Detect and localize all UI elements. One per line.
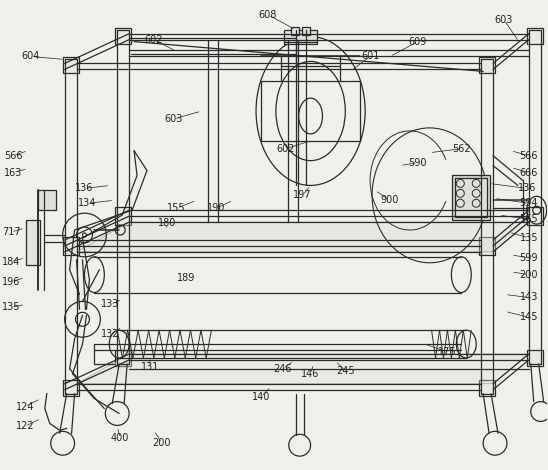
Text: 184: 184	[2, 257, 20, 267]
Text: 200: 200	[152, 438, 171, 448]
Text: 133: 133	[101, 299, 119, 309]
Text: 900: 900	[381, 196, 399, 205]
Text: 566: 566	[4, 151, 22, 161]
Text: 609: 609	[408, 37, 427, 47]
Polygon shape	[77, 354, 529, 384]
Text: 180: 180	[158, 218, 176, 228]
Text: 135: 135	[2, 302, 20, 313]
Bar	[301, 27, 310, 35]
Bar	[479, 57, 495, 73]
Bar	[455, 179, 487, 217]
Text: 246: 246	[273, 364, 292, 374]
Polygon shape	[77, 222, 529, 252]
Text: 163: 163	[4, 167, 22, 178]
Text: 143: 143	[520, 292, 538, 303]
Bar	[453, 175, 490, 220]
Text: 565: 565	[520, 214, 538, 224]
Bar	[527, 350, 543, 366]
Bar	[291, 27, 299, 35]
Text: 603: 603	[495, 15, 513, 25]
Text: 602: 602	[277, 144, 295, 154]
Text: 134: 134	[78, 198, 96, 208]
Bar	[115, 28, 131, 44]
Bar	[62, 57, 78, 73]
Text: 140: 140	[252, 392, 270, 402]
Text: 131: 131	[141, 362, 159, 372]
Text: 590: 590	[408, 157, 427, 168]
Text: 608: 608	[259, 10, 277, 20]
Text: 155: 155	[167, 203, 186, 213]
Text: 603: 603	[164, 114, 183, 124]
Bar	[26, 220, 40, 265]
Text: 196: 196	[2, 277, 20, 287]
Text: 189: 189	[178, 273, 196, 282]
Text: 601: 601	[361, 52, 379, 62]
Text: 136: 136	[75, 183, 94, 193]
Text: 602: 602	[145, 35, 163, 45]
Text: 132: 132	[101, 329, 119, 339]
Text: 666: 666	[520, 167, 538, 178]
Text: 599: 599	[520, 253, 538, 263]
Text: 200: 200	[520, 270, 538, 280]
Text: 604: 604	[22, 52, 40, 62]
Text: 197: 197	[293, 190, 312, 200]
Text: 146: 146	[301, 369, 320, 379]
Bar	[115, 350, 131, 366]
Text: 145: 145	[520, 312, 538, 322]
Bar	[38, 190, 56, 210]
Text: 175: 175	[438, 347, 456, 357]
Bar	[284, 30, 317, 44]
Text: 136: 136	[518, 183, 536, 193]
Bar	[62, 237, 78, 255]
Bar	[62, 380, 78, 396]
Text: 124: 124	[16, 401, 34, 412]
Text: 135: 135	[520, 233, 538, 243]
Text: 190: 190	[207, 203, 226, 213]
Text: 245: 245	[336, 366, 355, 376]
Text: 400: 400	[111, 433, 129, 443]
Text: 594: 594	[520, 198, 538, 208]
Text: 122: 122	[16, 422, 35, 431]
Bar	[479, 380, 495, 396]
Bar	[115, 207, 131, 225]
Bar	[527, 207, 543, 225]
Bar	[527, 28, 543, 44]
Bar	[479, 237, 495, 255]
Text: 717: 717	[2, 227, 20, 237]
Text: 566: 566	[520, 151, 538, 161]
Text: 562: 562	[452, 144, 471, 154]
